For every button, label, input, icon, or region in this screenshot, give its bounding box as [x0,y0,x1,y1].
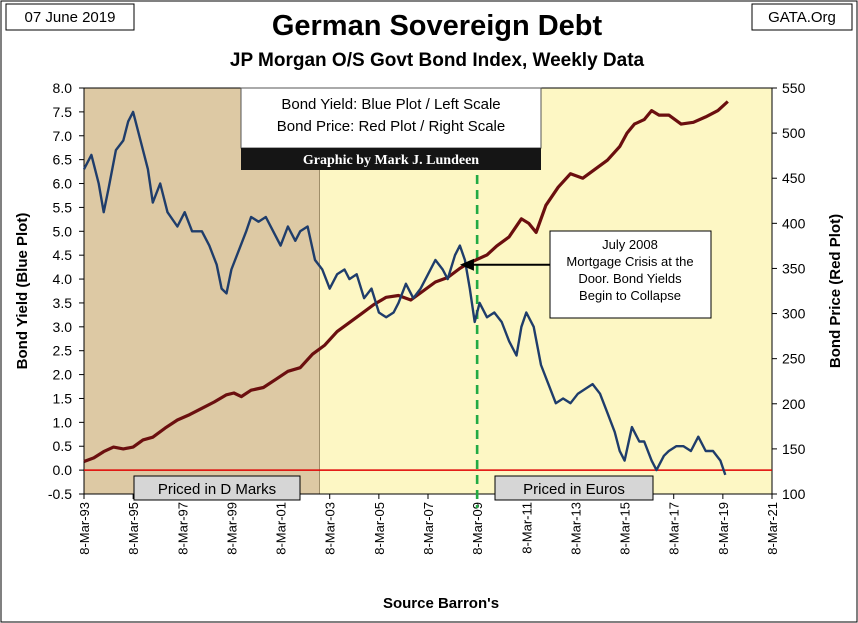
y-tick-label: 1.5 [53,390,73,406]
date-label: 07 June 2019 [25,9,116,26]
y-tick-label: 7.0 [53,128,73,144]
annotation-line: Mortgage Crisis at the [566,254,693,269]
chart-title: German Sovereign Debt [272,10,603,42]
y-tick-label: 2.0 [53,367,73,383]
annotation-box [549,230,712,319]
x-axis: 8-Mar-93 8-Mar-95 8-Mar-97 8-Mar-99 8-Mar-01… [77,494,780,555]
left-axis: -0.5 0.0 0.5 1.0 1.5 2.0 2.5 3.0 3.5 4.0 4.5 5.0 5.5… [48,80,84,502]
date-badge [5,3,135,31]
annotation-line: Begin to Collapse [579,288,681,303]
y-tick-label: 1.0 [53,414,73,430]
y2-tick-label: 350 [782,260,806,276]
x-tick-label: 8-Mar-17 [667,502,682,555]
chart-subtitle: JP Morgan O/S Govt Bond Index, Weekly Da… [230,50,645,71]
price-series-line [83,100,729,464]
legend: Bond Yield: Blue Plot / Left Scale Bond … [240,87,542,170]
source-badge [751,3,853,31]
y2-tick-label: 150 [782,441,806,457]
source-label: GATA.Org [768,9,836,26]
x-tick-label: 8-Mar-09 [470,502,485,555]
y-tick-label: 5.5 [53,199,73,215]
x-tick-label: 8-Mar-05 [372,502,387,555]
y-tick-label: 3.0 [53,319,73,335]
y-axis-title: Bond Yield (Blue Plot) [14,213,31,370]
y-tick-label: 2.5 [53,343,73,359]
zone-label: Priced in Euros [523,481,625,498]
x-tick-label: 8-Mar-03 [323,502,338,555]
y-tick-label: 5.0 [53,223,73,239]
right-axis: 100 150 200 250 300 350 400 450 500 550 [772,80,806,502]
annotation-arrowhead [459,258,474,271]
y2-tick-label: 250 [782,351,806,367]
y-tick-label: 0.0 [53,462,73,478]
y2-tick-label: 300 [782,306,806,322]
y-tick-label: 7.5 [53,104,73,120]
series-layer [82,100,729,476]
y-tick-label: -0.5 [48,486,72,502]
x-tick-label: 8-Mar-13 [568,502,583,555]
zone-label-box [133,475,301,501]
x-axis-title: Source Barron's [383,595,499,612]
legend-line-1: Bond Yield: Blue Plot / Left Scale [281,96,500,113]
legend-box [240,87,542,149]
y2-tick-label: 550 [782,80,806,96]
y-tick-label: 0.5 [53,438,73,454]
y-tick-label: 6.5 [53,152,73,168]
zone-label: Priced in D Marks [158,481,276,498]
y-tick-label: 4.5 [53,247,73,263]
x-tick-label: 8-Mar-19 [716,502,731,555]
y2-tick-label: 450 [782,170,806,186]
y-tick-label: 8.0 [53,80,73,96]
zone-labels: Priced in D Marks Priced in Euros [133,475,654,501]
x-tick-label: 8-Mar-07 [421,502,436,555]
x-tick-label: 8-Mar-99 [224,502,239,555]
y-tick-label: 4.0 [53,271,73,287]
y2-tick-label: 100 [782,486,806,502]
yield-series-line [82,110,727,476]
y2-tick-label: 400 [782,215,806,231]
credit-bar [241,148,541,170]
annotation: July 2008 Mortgage Crisis at the Door. Bon… [459,230,712,319]
annotation-line: July 2008 [602,237,658,252]
annotation-text: July 2008 Mortgage Crisis at the Door. Bon… [566,237,693,303]
zone-label-box [494,475,654,501]
y-tick-label: 6.0 [53,176,73,192]
x-tick-label: 8-Mar-15 [618,502,633,555]
legend-line-2: Bond Price: Red Plot / Right Scale [277,118,505,135]
annotation-line: Door. Bond Yields [578,271,682,286]
y2-tick-label: 500 [782,125,806,141]
x-tick-label: 8-Mar-95 [126,502,141,555]
credit-label: Graphic by Mark J. Lundeen [303,153,479,168]
x-tick-label: 8-Mar-21 [765,502,780,555]
y2-tick-label: 200 [782,396,806,412]
x-tick-label: 8-Mar-11 [519,502,534,554]
y-tick-label: 3.5 [53,295,73,311]
x-tick-label: 8-Mar-01 [274,502,289,555]
x-tick-label: 8-Mar-97 [175,502,190,555]
y2-axis-title: Bond Price (Red Plot) [827,214,844,368]
x-tick-label: 8-Mar-93 [77,502,92,555]
